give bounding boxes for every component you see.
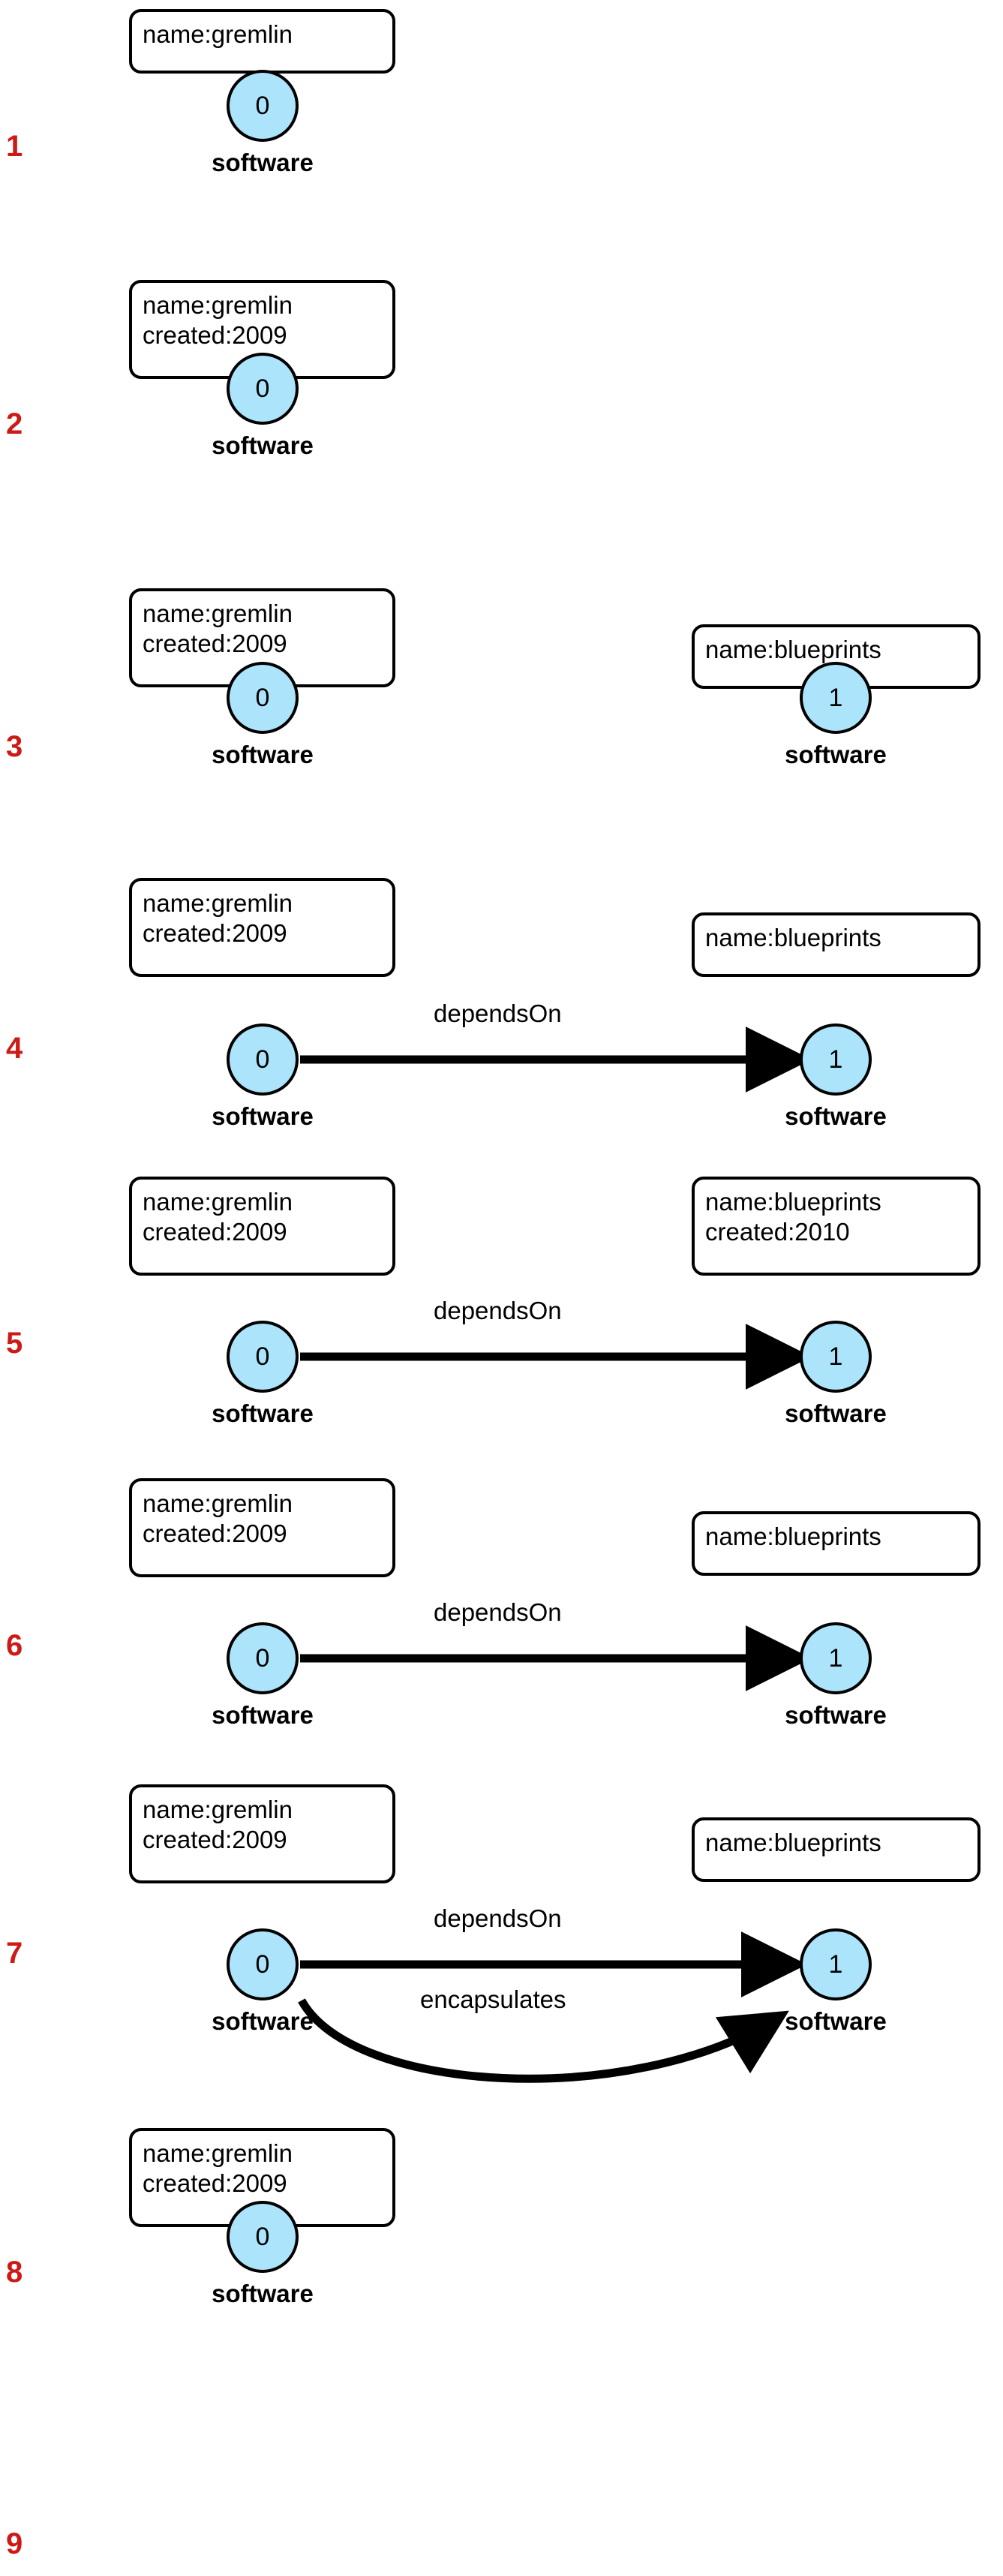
- property-line: name:blueprints: [705, 1829, 881, 1856]
- node-type-label: software: [785, 741, 887, 768]
- node-id-label: 1: [828, 1045, 843, 1074]
- step-row-1: 1 name:gremlin 0 software: [0, 0, 1003, 255]
- step-number-1: 1: [6, 130, 23, 163]
- property-line: created:2009: [143, 919, 287, 948]
- node-id-label: 0: [255, 374, 270, 403]
- property-line: name:gremlin: [143, 600, 293, 627]
- property-line: name:gremlin: [143, 2139, 293, 2167]
- property-line: created:2009: [143, 1218, 287, 1246]
- node-type-label: software: [785, 1102, 887, 1130]
- edge-layer: [298, 1931, 807, 2083]
- node-type-label: software: [212, 741, 314, 768]
- node-circle[interactable]: 0: [227, 662, 299, 734]
- property-line: name:blueprints: [705, 924, 881, 951]
- step-number-7: 7: [6, 1937, 23, 1970]
- node-id-label: 0: [255, 2222, 270, 2251]
- node-properties-box: name:blueprints: [692, 1817, 980, 1882]
- node-properties-box: name:blueprints: [692, 912, 980, 977]
- node-type-label: software: [785, 2007, 887, 2035]
- node-circle[interactable]: 1: [800, 662, 872, 734]
- step-number-9: 9: [6, 2527, 23, 2560]
- node-circle[interactable]: 0: [227, 1928, 299, 2000]
- edge-encapsulates-curve: [298, 1998, 789, 2083]
- node-id-label: 1: [828, 1342, 843, 1371]
- step-number-4: 4: [6, 1032, 23, 1065]
- node-circle[interactable]: 1: [800, 1928, 872, 2000]
- step-row-5: 5 dependsOn name:gremlin created:2009 0 …: [0, 1171, 1003, 1471]
- step-number-8: 8: [6, 2256, 23, 2289]
- node-properties-box: name:gremlin created:2009: [129, 1177, 395, 1276]
- node-circle[interactable]: 0: [227, 70, 299, 142]
- property-line: name:gremlin: [143, 889, 293, 917]
- property-line: created:2009: [143, 1826, 287, 1854]
- node-id-label: 0: [255, 91, 270, 120]
- node-circle[interactable]: 1: [800, 1023, 872, 1096]
- edge-layer: [300, 1625, 812, 1691]
- node-properties-box: name:gremlin created:2009: [129, 1478, 395, 1577]
- step-row-3: 3 name:gremlin created:2009 0 software n…: [0, 570, 1003, 870]
- node-type-label: software: [212, 1399, 314, 1427]
- property-line: created:2010: [705, 1218, 850, 1246]
- node-type-label: software: [212, 2280, 314, 2307]
- step-row-4: 4 dependsOn name:gremlin created:2009 0 …: [0, 872, 1003, 1172]
- node-id-label: 0: [255, 1045, 270, 1074]
- edge-label-dependsOn: dependsOn: [434, 1598, 562, 1626]
- property-line: name:blueprints: [705, 1188, 881, 1216]
- node-id-label: 0: [255, 683, 270, 712]
- node-type-label: software: [212, 1701, 314, 1729]
- node-type-label: software: [212, 2007, 314, 2035]
- step-row-9: 9: [0, 2415, 1003, 2576]
- node-properties-box: name:gremlin created:2009: [129, 1784, 395, 1883]
- node-circle[interactable]: 1: [800, 1622, 872, 1694]
- node-id-label: 1: [828, 1643, 843, 1673]
- node-circle[interactable]: 1: [800, 1321, 872, 1393]
- node-circle[interactable]: 0: [227, 353, 299, 425]
- edge-label-encapsulates: encapsulates: [420, 1985, 566, 2013]
- node-properties-box: name:gremlin created:2009: [129, 878, 395, 977]
- edge-label-dependsOn: dependsOn: [434, 999, 562, 1027]
- step-row-2: 2 name:gremlin created:2009 0 software: [0, 266, 1003, 555]
- step-number-2: 2: [6, 407, 23, 440]
- node-id-label: 0: [255, 1643, 270, 1673]
- node-properties-box: name:blueprints created:2010: [692, 1177, 980, 1276]
- node-circle[interactable]: 0: [227, 1622, 299, 1694]
- node-properties-box: name:blueprints: [692, 1511, 980, 1576]
- property-line: name:gremlin: [143, 20, 293, 48]
- step-row-7: 7 dependsOn encapsulates name:gremlin cr…: [0, 1784, 1003, 2100]
- step-number-5: 5: [6, 1327, 23, 1360]
- node-type-label: software: [212, 431, 314, 459]
- node-id-label: 1: [828, 1949, 843, 1979]
- node-circle[interactable]: 0: [227, 1321, 299, 1393]
- property-line: name:gremlin: [143, 1796, 293, 1823]
- property-line: name:blueprints: [705, 636, 881, 663]
- node-type-label: software: [785, 1399, 887, 1427]
- node-id-label: 0: [255, 1949, 270, 1979]
- property-line: name:gremlin: [143, 291, 293, 319]
- node-circle[interactable]: 0: [227, 2201, 299, 2273]
- property-line: name:gremlin: [143, 1489, 293, 1517]
- node-type-label: software: [212, 1102, 314, 1130]
- edge-label-dependsOn: dependsOn: [434, 1297, 562, 1324]
- node-id-label: 1: [828, 683, 843, 712]
- edge-layer: [300, 1026, 812, 1093]
- property-line: name:gremlin: [143, 1188, 293, 1216]
- node-circle[interactable]: 0: [227, 1023, 299, 1096]
- edge-layer: [300, 1324, 812, 1390]
- step-number-3: 3: [6, 730, 23, 763]
- property-line: name:blueprints: [705, 1522, 881, 1550]
- property-line: created:2009: [143, 321, 287, 350]
- edge-label-dependsOn: dependsOn: [434, 1904, 562, 1932]
- node-id-label: 0: [255, 1342, 270, 1371]
- node-type-label: software: [785, 1701, 887, 1729]
- step-row-8: 8 name:gremlin created:2009 0 software: [0, 2115, 1003, 2415]
- step-row-6: 6 dependsOn name:gremlin created:2009 0 …: [0, 1469, 1003, 1769]
- step-number-6: 6: [6, 1629, 23, 1662]
- property-line: created:2009: [143, 1519, 287, 1548]
- node-properties-box: name:gremlin: [129, 9, 395, 74]
- node-type-label: software: [212, 149, 314, 176]
- property-line: created:2009: [143, 630, 287, 658]
- property-line: created:2009: [143, 2169, 287, 2198]
